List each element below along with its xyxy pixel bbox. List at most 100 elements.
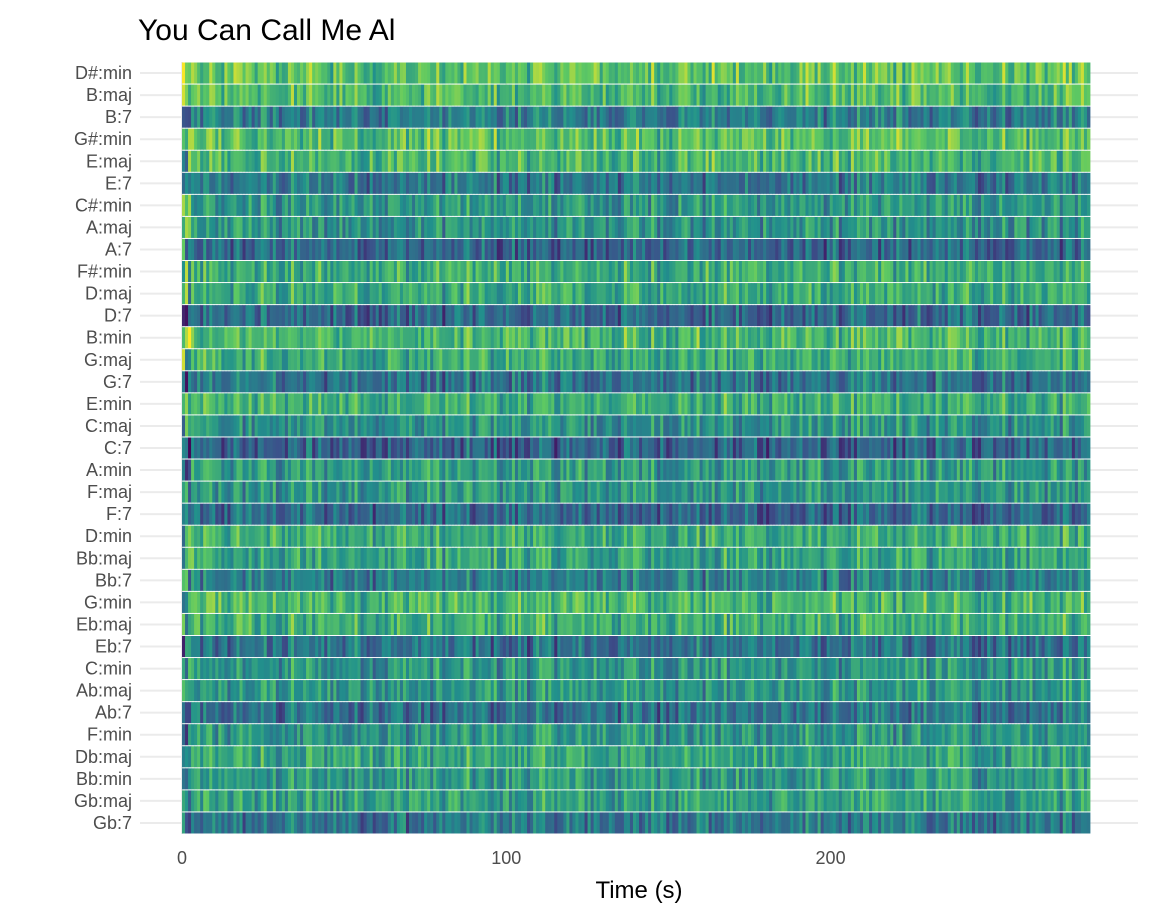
heatmap-cell: [375, 150, 380, 172]
heatmap-cell: [248, 216, 253, 238]
heatmap-cell: [1011, 62, 1015, 84]
heatmap-cell: [396, 283, 401, 305]
heatmap-cell: [763, 150, 767, 172]
heatmap-cell: [620, 128, 625, 150]
heatmap-cell: [760, 172, 764, 194]
heatmap-cell: [751, 371, 755, 393]
heatmap-cell: [632, 238, 637, 261]
heatmap-cell: [636, 194, 640, 216]
heatmap-cell: [475, 194, 480, 216]
heatmap-cell: [1002, 238, 1006, 261]
heatmap-cell: [636, 327, 640, 349]
heatmap-cell: [236, 106, 240, 128]
heatmap-cell: [572, 283, 576, 305]
heatmap-cell: [375, 305, 380, 327]
heatmap-cell: [260, 194, 265, 216]
heatmap-cell: [333, 216, 337, 238]
heatmap-cell: [575, 283, 579, 305]
heatmap-cell: [527, 128, 531, 150]
heatmap-cell: [224, 305, 228, 327]
heatmap-cell: [557, 150, 561, 172]
heatmap-cell: [430, 393, 434, 415]
heatmap-cell: [971, 371, 976, 393]
heatmap-cell: [578, 62, 582, 84]
heatmap-cell: [793, 216, 797, 238]
heatmap-cell: [215, 371, 219, 393]
heatmap-cell: [923, 283, 927, 305]
heatmap-cell: [297, 261, 301, 283]
heatmap-cell: [741, 349, 746, 371]
heatmap-cell: [923, 238, 927, 261]
heatmap-cell: [327, 349, 331, 371]
heatmap-cell: [366, 84, 371, 106]
heatmap-cell: [781, 172, 785, 194]
heatmap-cell: [944, 150, 949, 172]
heatmap-cell: [508, 283, 513, 305]
heatmap-cell: [684, 349, 688, 371]
heatmap-cell: [466, 238, 470, 261]
heatmap-cell: [536, 305, 540, 327]
heatmap-cell: [602, 305, 607, 327]
heatmap-cell: [203, 62, 207, 84]
heatmap-cell: [427, 415, 431, 437]
heatmap-cell: [1062, 327, 1067, 349]
heatmap-cell: [336, 150, 340, 172]
heatmap-cell: [1059, 305, 1064, 327]
heatmap-cell: [281, 106, 286, 128]
heatmap-cell: [784, 172, 788, 194]
heatmap-cell: [787, 84, 791, 106]
heatmap-cell: [451, 349, 455, 371]
heatmap-cell: [887, 172, 891, 194]
heatmap-cell: [463, 393, 467, 415]
heatmap-cell: [248, 327, 253, 349]
heatmap-cell: [390, 393, 395, 415]
heatmap-cell: [863, 283, 867, 305]
heatmap-cell: [275, 305, 280, 327]
heatmap-cell: [433, 84, 437, 106]
heatmap-cell: [514, 415, 519, 437]
heatmap-cell: [614, 261, 619, 283]
heatmap-cell: [327, 62, 331, 84]
heatmap-cell: [956, 305, 961, 327]
heatmap-cell: [227, 305, 231, 327]
heatmap-cell: [254, 238, 259, 261]
heatmap-cell: [511, 393, 516, 415]
heatmap-cell: [669, 393, 673, 415]
heatmap-cell: [974, 261, 979, 283]
heatmap-cell: [760, 62, 764, 84]
heatmap-cell: [935, 261, 940, 283]
heatmap-cell: [832, 172, 837, 194]
heatmap-cell: [984, 62, 988, 84]
heatmap-cell: [1077, 261, 1082, 283]
heatmap-cell: [402, 415, 407, 437]
heatmap-cell: [536, 327, 540, 349]
heatmap-cell: [499, 305, 504, 327]
heatmap-cell: [778, 84, 782, 106]
heatmap-cell: [790, 128, 794, 150]
heatmap-cell: [436, 238, 440, 261]
heatmap-cell: [993, 216, 997, 238]
heatmap-cell: [1032, 84, 1036, 106]
heatmap-cell: [502, 393, 507, 415]
heatmap-cell: [923, 106, 927, 128]
heatmap-cell: [424, 194, 428, 216]
heatmap-cell: [351, 194, 355, 216]
heatmap-cell: [266, 327, 271, 349]
heatmap-cell: [493, 393, 498, 415]
heatmap-cell: [723, 327, 728, 349]
heatmap-cell: [947, 393, 952, 415]
heatmap-cell: [726, 150, 731, 172]
heatmap-cell: [875, 216, 879, 238]
heatmap-cell: [869, 62, 873, 84]
heatmap-cell: [1017, 84, 1021, 106]
heatmap-cell: [896, 327, 900, 349]
heatmap-cell: [309, 305, 313, 327]
heatmap-cell: [660, 371, 664, 393]
heatmap-cell: [194, 393, 198, 415]
heatmap-cell: [451, 327, 455, 349]
heatmap-cell: [899, 261, 903, 283]
heatmap-cell: [566, 172, 570, 194]
heatmap-cell: [517, 194, 522, 216]
heatmap-cell: [284, 172, 289, 194]
heatmap-cell: [666, 172, 670, 194]
